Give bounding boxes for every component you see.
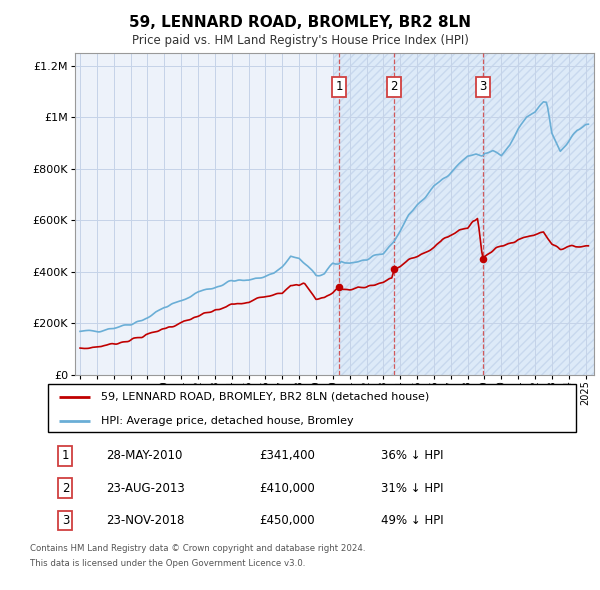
Text: 49% ↓ HPI: 49% ↓ HPI [380, 514, 443, 527]
Text: 3: 3 [62, 514, 69, 527]
Text: 23-AUG-2013: 23-AUG-2013 [106, 481, 185, 495]
Point [334, 282, 344, 291]
Text: 28-MAY-2010: 28-MAY-2010 [106, 449, 182, 463]
Text: 1: 1 [335, 80, 343, 93]
Text: Price paid vs. HM Land Registry's House Price Index (HPI): Price paid vs. HM Land Registry's House … [131, 34, 469, 47]
Text: This data is licensed under the Open Government Licence v3.0.: This data is licensed under the Open Gov… [30, 559, 305, 568]
Text: £410,000: £410,000 [259, 481, 315, 495]
Text: HPI: Average price, detached house, Bromley: HPI: Average price, detached house, Brom… [101, 416, 353, 426]
Text: 36% ↓ HPI: 36% ↓ HPI [380, 449, 443, 463]
Text: Contains HM Land Registry data © Crown copyright and database right 2024.: Contains HM Land Registry data © Crown c… [30, 544, 365, 553]
Text: 1: 1 [62, 449, 69, 463]
Text: 3: 3 [479, 80, 487, 93]
Text: 23-NOV-2018: 23-NOV-2018 [106, 514, 184, 527]
Bar [333, 53, 594, 375]
Text: 2: 2 [62, 481, 69, 495]
Point [389, 264, 399, 274]
Text: 59, LENNARD ROAD, BROMLEY, BR2 8LN (detached house): 59, LENNARD ROAD, BROMLEY, BR2 8LN (deta… [101, 392, 429, 402]
Text: 2: 2 [391, 80, 398, 93]
Bar [333, 53, 594, 375]
Point [478, 254, 487, 264]
Text: £341,400: £341,400 [259, 449, 315, 463]
Text: 31% ↓ HPI: 31% ↓ HPI [380, 481, 443, 495]
Text: 59, LENNARD ROAD, BROMLEY, BR2 8LN: 59, LENNARD ROAD, BROMLEY, BR2 8LN [129, 15, 471, 30]
Text: £450,000: £450,000 [259, 514, 315, 527]
